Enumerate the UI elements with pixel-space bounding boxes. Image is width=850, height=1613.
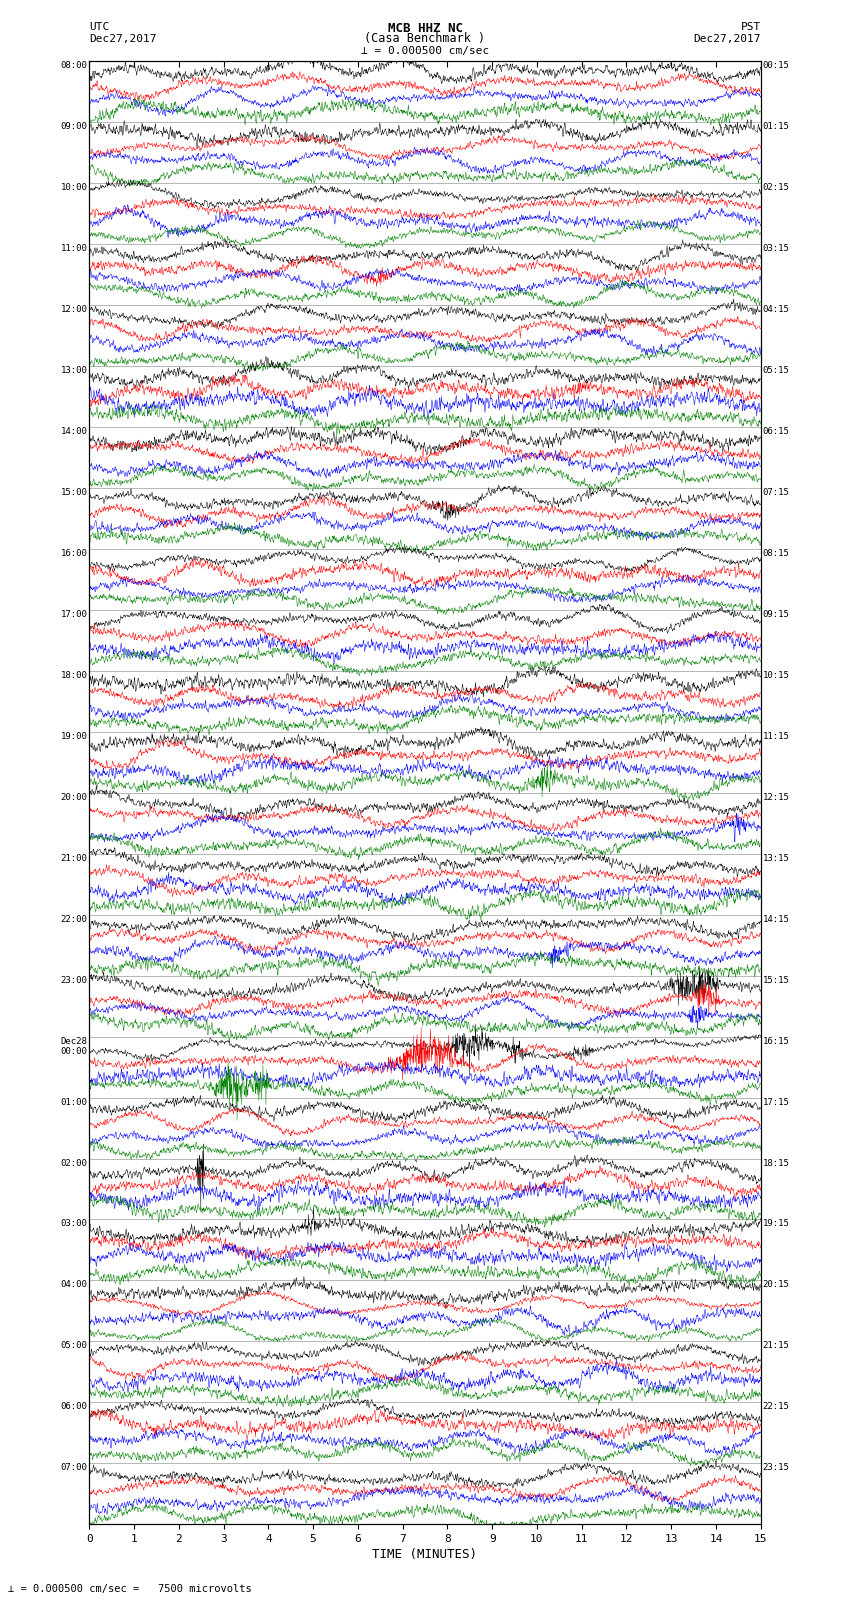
Text: 08:00: 08:00 [60, 61, 88, 71]
Text: 23:00: 23:00 [60, 976, 88, 984]
Text: 13:15: 13:15 [762, 853, 790, 863]
Text: 13:00: 13:00 [60, 366, 88, 376]
Text: (Casa Benchmark ): (Casa Benchmark ) [365, 32, 485, 45]
Text: 21:00: 21:00 [60, 853, 88, 863]
Text: 03:15: 03:15 [762, 244, 790, 253]
Text: 06:00: 06:00 [60, 1402, 88, 1411]
Text: UTC: UTC [89, 23, 110, 32]
Text: 14:00: 14:00 [60, 427, 88, 436]
Text: 03:00: 03:00 [60, 1219, 88, 1229]
Text: 12:15: 12:15 [762, 794, 790, 802]
Text: 05:00: 05:00 [60, 1342, 88, 1350]
Text: 19:15: 19:15 [762, 1219, 790, 1229]
Text: 02:00: 02:00 [60, 1158, 88, 1168]
Text: 16:00: 16:00 [60, 548, 88, 558]
Text: 04:00: 04:00 [60, 1281, 88, 1289]
X-axis label: TIME (MINUTES): TIME (MINUTES) [372, 1548, 478, 1561]
Text: 15:00: 15:00 [60, 489, 88, 497]
Text: 20:15: 20:15 [762, 1281, 790, 1289]
Text: 01:15: 01:15 [762, 123, 790, 131]
Text: 01:00: 01:00 [60, 1097, 88, 1107]
Text: MCB HHZ NC: MCB HHZ NC [388, 21, 462, 35]
Text: 14:15: 14:15 [762, 915, 790, 924]
Text: 11:00: 11:00 [60, 244, 88, 253]
Text: 04:15: 04:15 [762, 305, 790, 315]
Text: 19:00: 19:00 [60, 732, 88, 740]
Text: 10:00: 10:00 [60, 184, 88, 192]
Text: Dec27,2017: Dec27,2017 [694, 34, 761, 44]
Text: 06:15: 06:15 [762, 427, 790, 436]
Text: 17:00: 17:00 [60, 610, 88, 619]
Text: 02:15: 02:15 [762, 184, 790, 192]
Text: Dec27,2017: Dec27,2017 [89, 34, 156, 44]
Text: 09:15: 09:15 [762, 610, 790, 619]
Text: 05:15: 05:15 [762, 366, 790, 376]
Text: 12:00: 12:00 [60, 305, 88, 315]
Text: 07:15: 07:15 [762, 489, 790, 497]
Text: 17:15: 17:15 [762, 1097, 790, 1107]
Text: 15:15: 15:15 [762, 976, 790, 984]
Text: PST: PST [740, 23, 761, 32]
Text: 22:15: 22:15 [762, 1402, 790, 1411]
Text: 09:00: 09:00 [60, 123, 88, 131]
Text: 00:15: 00:15 [762, 61, 790, 71]
Text: 08:15: 08:15 [762, 548, 790, 558]
Text: 18:15: 18:15 [762, 1158, 790, 1168]
Text: 18:00: 18:00 [60, 671, 88, 679]
Text: 10:15: 10:15 [762, 671, 790, 679]
Text: 22:00: 22:00 [60, 915, 88, 924]
Text: Dec28
00:00: Dec28 00:00 [60, 1037, 88, 1057]
Text: ⊥ = 0.000500 cm/sec =   7500 microvolts: ⊥ = 0.000500 cm/sec = 7500 microvolts [8, 1584, 252, 1594]
Text: 16:15: 16:15 [762, 1037, 790, 1045]
Text: 07:00: 07:00 [60, 1463, 88, 1473]
Text: 11:15: 11:15 [762, 732, 790, 740]
Text: 20:00: 20:00 [60, 794, 88, 802]
Text: ⊥ = 0.000500 cm/sec: ⊥ = 0.000500 cm/sec [361, 47, 489, 56]
Text: 21:15: 21:15 [762, 1342, 790, 1350]
Text: 23:15: 23:15 [762, 1463, 790, 1473]
